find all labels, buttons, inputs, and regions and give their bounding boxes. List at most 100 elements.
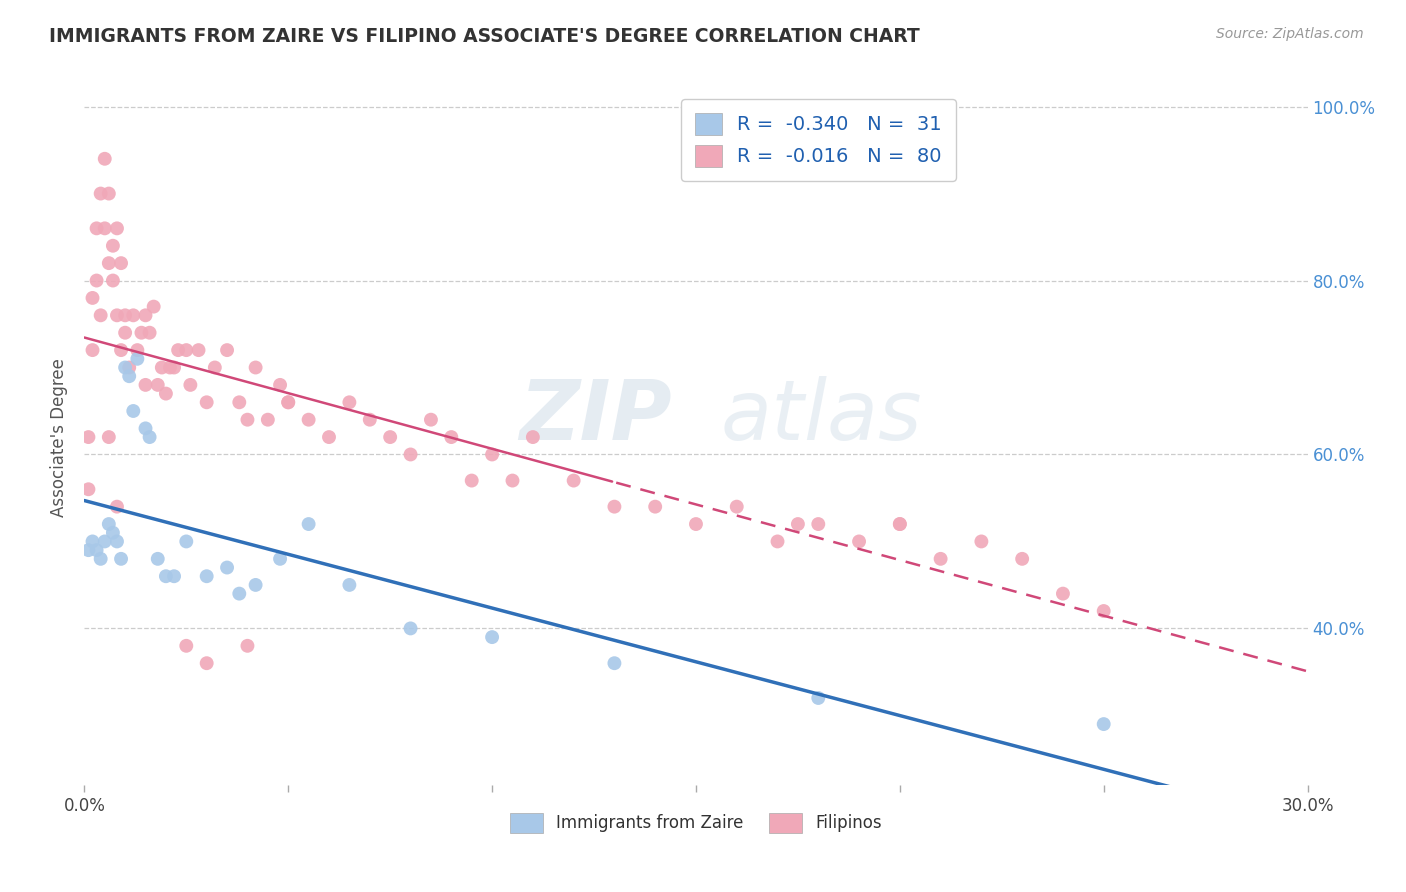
Point	[110, 551, 132, 566]
Point	[174, 534, 197, 549]
Point	[217, 343, 239, 357]
Point	[150, 360, 173, 375]
Point	[142, 300, 165, 314]
Point	[105, 534, 128, 549]
Point	[298, 412, 321, 427]
Point	[77, 543, 100, 558]
Point	[420, 412, 443, 427]
Point	[787, 516, 810, 531]
Point	[359, 412, 381, 427]
Point	[155, 386, 177, 401]
Point	[766, 534, 789, 549]
Point	[122, 308, 145, 322]
Point	[101, 238, 124, 252]
Point	[228, 395, 250, 409]
Point	[90, 308, 112, 322]
Point	[135, 377, 157, 392]
Point	[217, 560, 239, 574]
Point	[135, 308, 157, 322]
Point	[97, 430, 120, 444]
Point	[848, 534, 870, 549]
Point	[101, 525, 124, 540]
Point	[163, 360, 186, 375]
Point	[807, 690, 830, 705]
Point	[187, 343, 209, 357]
Point	[93, 534, 115, 549]
Point	[110, 343, 132, 357]
Point	[155, 569, 177, 583]
Point	[131, 326, 153, 340]
Point	[277, 395, 299, 409]
Point	[159, 360, 181, 375]
Legend: Immigrants from Zaire, Filipinos: Immigrants from Zaire, Filipinos	[503, 806, 889, 839]
Point	[1052, 587, 1074, 601]
Point	[929, 551, 952, 566]
Point	[82, 534, 104, 549]
Text: atlas: atlas	[720, 376, 922, 457]
Point	[339, 578, 361, 592]
Point	[522, 430, 544, 444]
Point	[97, 256, 120, 270]
Point	[135, 421, 157, 435]
Point	[204, 360, 226, 375]
Point	[644, 500, 666, 514]
Point	[118, 360, 141, 375]
Point	[146, 551, 169, 566]
Point	[163, 569, 186, 583]
Point	[502, 474, 524, 488]
Point	[440, 430, 463, 444]
Point	[93, 152, 115, 166]
Point	[174, 639, 197, 653]
Point	[146, 377, 169, 392]
Point	[138, 326, 160, 340]
Point	[245, 360, 267, 375]
Point	[105, 500, 128, 514]
Point	[97, 186, 120, 201]
Point	[685, 516, 707, 531]
Point	[236, 639, 259, 653]
Point	[122, 404, 145, 418]
Point	[77, 430, 100, 444]
Point	[257, 412, 280, 427]
Text: IMMIGRANTS FROM ZAIRE VS FILIPINO ASSOCIATE'S DEGREE CORRELATION CHART: IMMIGRANTS FROM ZAIRE VS FILIPINO ASSOCI…	[49, 27, 920, 45]
Point	[236, 412, 259, 427]
Point	[318, 430, 340, 444]
Point	[114, 360, 136, 375]
Point	[138, 430, 160, 444]
Point	[195, 395, 218, 409]
Point	[118, 369, 141, 384]
Point	[86, 273, 108, 287]
Point	[481, 448, 503, 462]
Point	[807, 516, 830, 531]
Point	[77, 482, 100, 496]
Point	[1011, 551, 1033, 566]
Point	[269, 377, 291, 392]
Point	[114, 326, 136, 340]
Point	[603, 657, 626, 671]
Point	[339, 395, 361, 409]
Point	[82, 291, 104, 305]
Point	[245, 578, 267, 592]
Point	[90, 186, 112, 201]
Point	[461, 474, 484, 488]
Text: ZIP: ZIP	[519, 376, 672, 457]
Point	[114, 308, 136, 322]
Point	[1092, 717, 1115, 731]
Point	[481, 630, 503, 644]
Point	[127, 351, 149, 366]
Y-axis label: Associate's Degree: Associate's Degree	[51, 358, 69, 516]
Point	[1092, 604, 1115, 618]
Point	[970, 534, 993, 549]
Point	[93, 221, 115, 235]
Point	[889, 516, 911, 531]
Point	[562, 474, 585, 488]
Point	[603, 500, 626, 514]
Point	[399, 448, 422, 462]
Point	[167, 343, 190, 357]
Point	[127, 343, 149, 357]
Point	[105, 221, 128, 235]
Point	[380, 430, 402, 444]
Point	[179, 377, 201, 392]
Point	[86, 543, 108, 558]
Text: Source: ZipAtlas.com: Source: ZipAtlas.com	[1216, 27, 1364, 41]
